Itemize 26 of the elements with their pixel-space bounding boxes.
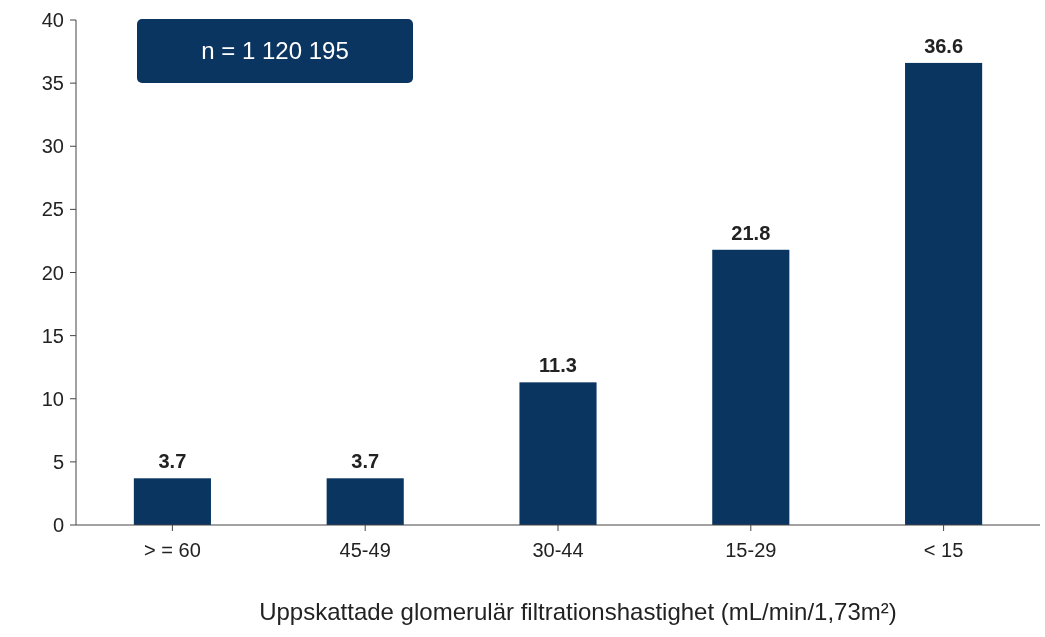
- y-tick-label: 25: [41, 198, 64, 221]
- data-label: 3.7: [158, 450, 187, 473]
- bar: [326, 478, 404, 525]
- bar: [905, 62, 983, 525]
- x-tick-label: 45-49: [339, 539, 391, 561]
- x-tick-label: 15-29: [725, 539, 777, 561]
- bar: [519, 382, 597, 525]
- annotation: n = 1 120 195: [201, 37, 349, 65]
- y-tick-label: 15: [41, 324, 64, 347]
- bar: [712, 249, 790, 525]
- y-tick-label: 20: [41, 261, 64, 284]
- x-axis-title: Uppskattade glomerulär filtrationshastighet (mL/min/1,73m²): [259, 598, 897, 625]
- y-tick-label: 35: [41, 72, 64, 95]
- bar: [133, 478, 211, 525]
- y-tick-label: 10: [41, 387, 64, 410]
- y-tick-label: 40: [41, 9, 64, 31]
- y-tick-label: 0: [52, 514, 64, 536]
- x-tick-label: < 15: [923, 539, 964, 561]
- y-tick-label: 5: [52, 450, 64, 473]
- data-label: 36.6: [924, 34, 964, 57]
- y-tick-label: 30: [41, 135, 64, 158]
- data-label: 3.7: [351, 450, 380, 473]
- x-tick-label: > = 60: [144, 539, 201, 561]
- x-tick-label: 30-44: [532, 539, 584, 561]
- data-label: 11.3: [539, 354, 577, 377]
- data-label: 21.8: [731, 221, 771, 244]
